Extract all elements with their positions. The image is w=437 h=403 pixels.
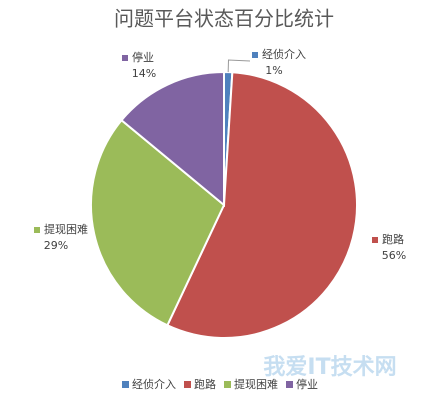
legend-key (286, 381, 293, 388)
data-label-name: 停业 (132, 50, 154, 64)
pie-slice (120, 70, 225, 208)
data-label-value: 14% (132, 67, 156, 80)
leader-line (227, 59, 251, 73)
label-key (34, 227, 40, 233)
label-key (372, 237, 378, 243)
data-label-name: 提现困难 (44, 223, 88, 236)
legend-label: 跑路 (194, 377, 216, 391)
data-label-value: 1% (265, 64, 282, 77)
label-key (252, 52, 258, 58)
data-label-name: 跑路 (382, 232, 404, 246)
label-key (122, 55, 128, 61)
legend-label: 提现困难 (234, 378, 278, 391)
legend-label: 经侦介入 (132, 378, 176, 391)
data-label-value: 56% (382, 249, 406, 262)
chart-title: 问题平台状态百分比统计 (114, 7, 334, 31)
legend-key (224, 381, 231, 388)
pie-slice (90, 118, 226, 327)
pie-slice (166, 71, 358, 339)
legend-label: 停业 (296, 377, 318, 391)
watermark: 我爱IT技术网 (263, 355, 396, 380)
data-label-name: 经侦介入 (262, 48, 306, 61)
data-label-value: 29% (44, 239, 68, 252)
legend-key (122, 381, 129, 388)
legend-key (184, 381, 191, 388)
